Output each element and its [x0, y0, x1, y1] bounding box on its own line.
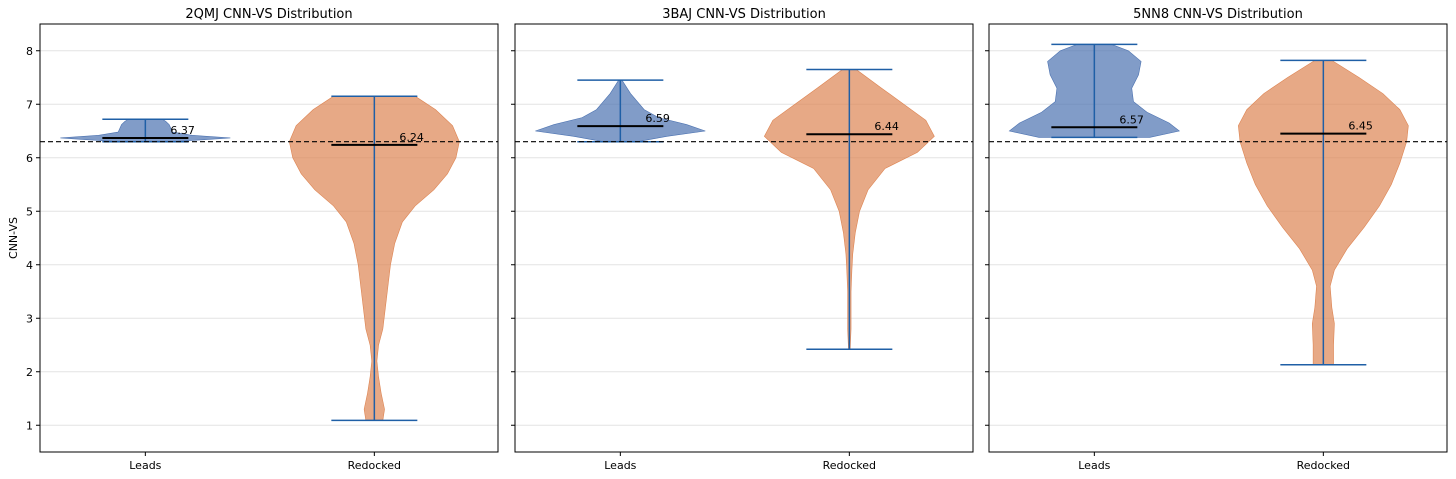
chart-title: 3BAJ CNN-VS Distribution	[662, 7, 826, 22]
mean-value-label: 6.44	[874, 120, 899, 133]
mean-value-label: 6.57	[1119, 113, 1144, 126]
y-tick-label: 8	[26, 45, 33, 58]
axes-frame	[988, 23, 1448, 453]
y-tick-label: 3	[26, 312, 33, 325]
y-tick-label: 5	[26, 205, 33, 218]
x-tick-label: Leads	[604, 459, 636, 472]
mean-value-label: 6.24	[399, 131, 424, 144]
axes-frame	[39, 23, 499, 453]
y-tick-label: 1	[26, 419, 33, 432]
y-tick-label: 4	[26, 259, 33, 272]
x-tick-label: Redocked	[823, 459, 876, 472]
y-tick-label: 7	[26, 98, 33, 111]
panel-1: 6.37 Leads 6.24 Redocked 1 2 3 4 5 6 7 8 2QMJ CNN-VS…	[7, 7, 499, 472]
x-tick-label: Redocked	[1297, 459, 1350, 472]
y-axis-label: CNN-VS	[7, 217, 20, 259]
y-tick-label: 6	[26, 152, 33, 165]
chart-title: 2QMJ CNN-VS Distribution	[185, 7, 352, 22]
y-tick-label: 2	[26, 366, 33, 379]
axes-frame	[514, 23, 974, 453]
panel-3: 6.57 Leads 6.45 Redocked 5NN8 CNN-VS Distrib…	[985, 7, 1448, 472]
chart-title: 5NN8 CNN-VS Distribution	[1133, 7, 1303, 22]
x-tick-label: Redocked	[348, 459, 401, 472]
mean-value-label: 6.45	[1348, 120, 1373, 133]
mean-value-label: 6.59	[645, 112, 670, 125]
mean-value-label: 6.37	[170, 124, 195, 137]
x-tick-label: Leads	[129, 459, 161, 472]
panel-2: 6.59 Leads 6.44 Redocked 3BAJ CNN-VS Distrib…	[511, 7, 974, 472]
x-tick-label: Leads	[1078, 459, 1110, 472]
